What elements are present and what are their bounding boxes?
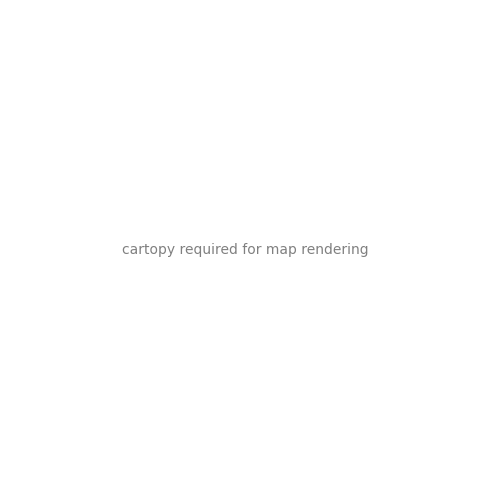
Text: cartopy required for map rendering: cartopy required for map rendering [122, 243, 369, 257]
